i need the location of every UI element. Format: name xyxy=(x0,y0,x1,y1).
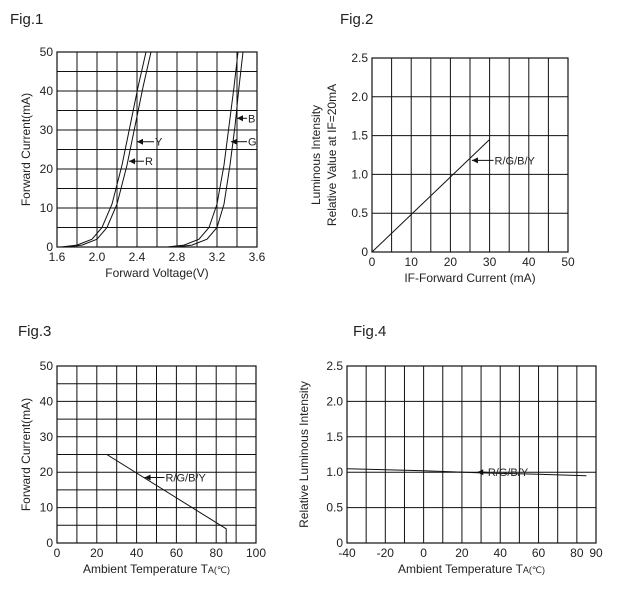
fig2-ytick-label: 2.5 xyxy=(351,51,368,65)
fig1-series-label: R xyxy=(145,156,153,168)
fig4-xtick-label: 90 xyxy=(589,546,603,560)
fig1-series-b xyxy=(174,51,244,248)
fig2-xtick-label: 0 xyxy=(369,255,376,269)
fig3-xlabel-unit: (℃) xyxy=(214,565,230,575)
fig4-ytick-label: 0.5 xyxy=(326,501,343,515)
fig4-xtick-label: 40 xyxy=(494,546,508,560)
fig4-xtick-label: -40 xyxy=(338,546,356,560)
fig4-ytick-label: 1.0 xyxy=(326,465,343,479)
fig2-series-r-g-b-y xyxy=(371,139,490,253)
fig4-frame xyxy=(346,365,597,544)
fig3-xlabel-main: Ambient Temperature T xyxy=(83,562,209,576)
fig3-xtick-label: 0 xyxy=(54,546,61,560)
fig2-ytick-label: 2.0 xyxy=(351,90,368,104)
fig4-ytick-label: 1.5 xyxy=(326,430,343,444)
fig1-xtick-label: 1.6 xyxy=(49,250,66,264)
fig1-ytick-label: 50 xyxy=(40,45,54,59)
fig3-xtick-label: 60 xyxy=(170,546,184,560)
fig4-title: Fig.4 xyxy=(353,323,386,340)
fig1-ytick-label: 30 xyxy=(40,123,54,137)
fig3-leader-arrow xyxy=(144,474,151,481)
fig3-xlabel: Ambient Temperature TA(℃) xyxy=(83,562,230,576)
fig2-ytick-label: 0 xyxy=(361,245,368,259)
fig1-leader-arrow xyxy=(129,158,135,165)
fig1-ytick-label: 0 xyxy=(46,240,53,254)
fig1-xtick-label: 2.8 xyxy=(169,250,186,264)
fig3-ytick-label: 50 xyxy=(40,359,54,373)
fig4-xtick-label: 0 xyxy=(420,546,427,560)
fig1-title: Fig.1 xyxy=(10,11,43,28)
fig1-xtick-label: 3.2 xyxy=(209,250,226,264)
fig4-ytick-label: 2.5 xyxy=(326,359,343,373)
fig2-ytick-label: 1.5 xyxy=(351,129,368,143)
fig1-series-label: G xyxy=(248,137,257,149)
fig4-xlabel-unit: (℃) xyxy=(529,565,545,575)
fig1-xtick-label: 2.4 xyxy=(129,250,146,264)
fig2-ytick-label: 1.0 xyxy=(351,167,368,181)
fig1-series-g xyxy=(166,51,239,248)
fig4-series-label: R/G/B/Y xyxy=(488,467,529,479)
fig3-series-r-g-b-y xyxy=(57,454,227,543)
fig2-ytick-label: 0.5 xyxy=(351,206,368,220)
fig1-frame xyxy=(56,51,258,248)
fig2-leader-arrow xyxy=(471,157,478,164)
fig4-ylabel: Relative Luminous Intensity xyxy=(297,381,311,528)
fig4-leader-arrow xyxy=(477,469,484,476)
fig4-xtick-label: 60 xyxy=(532,546,546,560)
fig3-xtick-label: 20 xyxy=(90,546,104,560)
fig1-series-label: Y xyxy=(155,137,163,149)
fig1-series-label: B xyxy=(248,113,255,125)
fig3-xtick-label: 40 xyxy=(130,546,144,560)
fig2-xtick-label: 10 xyxy=(405,255,419,269)
fig3-ylabel: Forward Current(mA) xyxy=(19,398,33,511)
fig3-ytick-label: 10 xyxy=(40,501,54,515)
fig1-leader-arrow xyxy=(237,115,243,122)
fig1-ytick-label: 10 xyxy=(40,201,54,215)
fig2-xtick-label: 50 xyxy=(561,255,575,269)
fig4-xtick-label: 20 xyxy=(455,546,469,560)
fig3-xtick-label: 80 xyxy=(210,546,224,560)
fig4-ytick-label: 2.0 xyxy=(326,394,343,408)
fig2-ylabel: Luminous Intensity xyxy=(309,105,323,205)
fig4-xtick-label: -20 xyxy=(377,546,395,560)
fig1-series-y xyxy=(64,51,152,248)
fig3-xtick-label: 100 xyxy=(246,546,266,560)
fig2-xtick-label: 30 xyxy=(483,255,497,269)
fig3-xlabel-sub: A xyxy=(208,565,214,575)
fig2-ylabel: Relative Value at IF=20mA xyxy=(325,84,339,226)
fig3-ytick-label: 30 xyxy=(40,430,54,444)
fig1-ytick-label: 20 xyxy=(40,162,54,176)
fig3-title: Fig.3 xyxy=(18,323,51,340)
fig4-xlabel: Ambient Temperature TA(℃) xyxy=(398,562,545,576)
fig1-leader-arrow xyxy=(137,138,143,145)
fig3-ytick-label: 20 xyxy=(40,465,54,479)
fig3-ytick-label: 40 xyxy=(40,394,54,408)
fig1-xlabel: Forward Voltage(V) xyxy=(105,266,208,280)
fig1-xtick-label: 3.6 xyxy=(249,250,266,264)
fig2-xtick-label: 40 xyxy=(522,255,536,269)
fig4-xtick-label: 80 xyxy=(570,546,584,560)
fig1-xtick-label: 2.0 xyxy=(89,250,106,264)
fig1-leader-arrow xyxy=(231,138,237,145)
fig2-title: Fig.2 xyxy=(340,11,373,28)
fig2-xtick-label: 20 xyxy=(444,255,458,269)
fig4-xlabel-sub: A xyxy=(523,565,529,575)
fig2-frame xyxy=(371,57,569,253)
fig3-ytick-label: 0 xyxy=(46,536,53,550)
fig1-series-r xyxy=(60,51,147,248)
fig2-series-label: R/G/B/Y xyxy=(495,155,536,167)
fig1-ytick-label: 40 xyxy=(40,84,54,98)
fig3-series-label: R/G/B/Y xyxy=(165,473,206,485)
fig4-xlabel-main: Ambient Temperature T xyxy=(398,562,524,576)
fig4-ytick-label: 0 xyxy=(336,536,343,550)
fig1-ylabel: Forward Current(mA) xyxy=(19,93,33,206)
fig2-xlabel: IF-Forward Current (mA) xyxy=(404,271,535,285)
